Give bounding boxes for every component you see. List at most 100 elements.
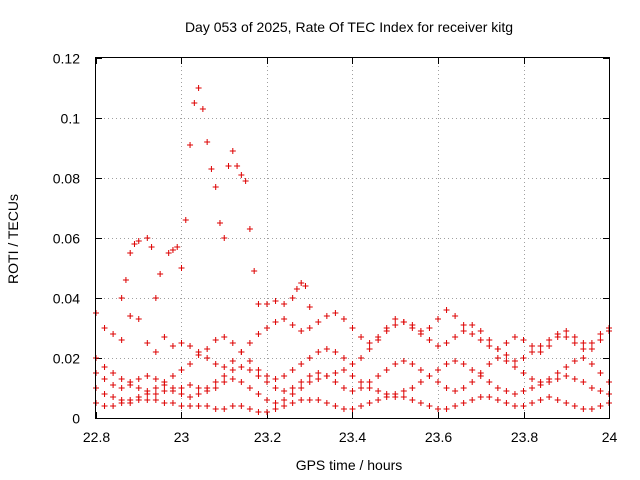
data-point [349,373,356,379]
data-point [580,346,587,352]
data-point [435,343,441,349]
data-point [340,316,347,322]
data-point [144,373,151,379]
data-point [229,340,236,346]
data-point [511,358,518,364]
data-point [152,295,159,301]
data-point [272,376,279,382]
data-point [392,361,399,367]
data-point [178,367,185,373]
data-point [251,268,258,274]
data-point [306,397,313,403]
data-point [306,373,313,379]
data-point [101,376,108,382]
x-tick-label: 22.8 [83,429,110,445]
data-point [264,325,270,331]
data-point [469,379,476,385]
data-point [409,361,416,367]
data-point [435,379,441,385]
data-point [157,271,164,277]
y-axis-label: ROTI / TECUs [5,194,21,284]
data-point [169,400,176,406]
data-point [161,400,168,406]
data-point [494,355,501,361]
data-point [366,379,373,385]
data-point [597,370,604,376]
x-tick-labels: 22.8 23 23.2 23.4 23.6 23.8 24 [83,429,618,445]
x-tick-label: 23.8 [511,429,538,445]
data-point [554,376,561,382]
data-point [417,367,424,373]
data-point [221,379,228,385]
data-point [298,328,305,334]
data-point [234,163,241,169]
data-point [486,361,493,367]
data-point [204,385,211,391]
data-point [366,346,373,352]
data-point [452,313,459,319]
data-point [349,388,356,394]
data-point [212,337,219,343]
data-point [315,370,322,376]
data-point [229,367,236,373]
data-point [161,382,168,388]
data-point [118,337,125,343]
data-point [443,340,450,346]
data-point [503,358,510,364]
data-point [315,349,322,355]
data-point [272,400,279,406]
data-point [131,241,138,247]
data-point [383,367,390,373]
data-point [281,301,288,307]
data-point [289,367,296,373]
data-point [229,148,236,154]
data-point [435,367,441,373]
data-point [426,325,433,331]
x-tick-label: 23.6 [425,429,452,445]
y-tick-label: 0.02 [53,351,80,367]
data-point [118,385,125,391]
data-point [281,397,288,403]
data-point [332,379,339,385]
data-point [195,385,202,391]
data-point [182,217,189,223]
data-point [554,370,561,376]
data-point [520,403,527,409]
data-point [529,400,536,406]
data-point [511,403,518,409]
data-point [529,385,536,391]
data-point [571,334,578,340]
data-point [537,343,544,349]
data-point [597,337,604,343]
data-point [178,391,185,397]
data-point [332,349,339,355]
data-point [161,334,168,340]
data-point [229,358,236,364]
data-point [537,349,544,355]
data-point [152,391,159,397]
data-point [118,295,125,301]
data-point [298,385,305,391]
data-point [110,382,117,388]
data-point [375,388,382,394]
data-point [400,394,407,400]
data-point [212,361,219,367]
data-point [238,172,245,178]
data-point [563,328,570,334]
y-tick-label: 0.12 [53,51,80,67]
data-point [264,379,270,385]
data-point [332,403,339,409]
data-point [272,298,279,304]
data-point [101,325,108,331]
data-point [101,403,108,409]
data-point [144,397,151,403]
data-point [293,286,300,292]
data-point [460,328,467,334]
data-point [426,373,433,379]
data-point [486,394,493,400]
data-point [409,397,416,403]
data-point [597,388,604,394]
data-point [118,400,125,406]
data-point [349,406,356,412]
data-point [511,391,518,397]
